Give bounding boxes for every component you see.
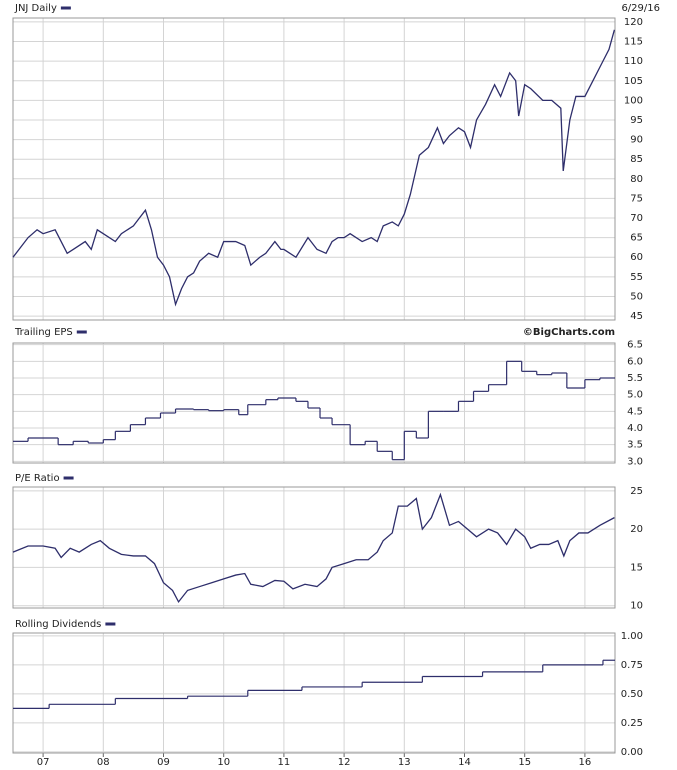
y-tick-label: 3.5 [627, 440, 643, 451]
legend-label: P/E Ratio [15, 473, 60, 484]
x-tick-label: 12 [338, 757, 351, 768]
x-tick-label: 13 [398, 757, 411, 768]
plot-area [12, 17, 616, 321]
y-tick-label: 6.5 [627, 340, 643, 351]
y-tick-label: 75 [630, 193, 643, 204]
plot-area [12, 486, 616, 609]
y-tick-label: 110 [624, 56, 643, 67]
y-tick-label: 70 [630, 213, 643, 224]
y-tick-label: 85 [630, 154, 643, 165]
y-tick-label: 95 [630, 115, 643, 126]
x-tick-label: 11 [278, 757, 291, 768]
x-tick-label: 08 [97, 757, 110, 768]
legend-label: Trailing EPS [14, 327, 73, 338]
y-tick-label: 115 [624, 37, 643, 48]
y-tick-label: 80 [630, 174, 643, 185]
y-tick-label: 6.0 [627, 356, 643, 367]
y-tick-label: 55 [630, 272, 643, 283]
y-tick-label: 5.5 [627, 373, 643, 384]
y-tick-label: 60 [630, 252, 643, 263]
legend-label: JNJ Daily [14, 3, 57, 14]
series-line [12, 29, 616, 307]
y-tick-label: 1.00 [621, 631, 643, 642]
y-tick-label: 0.25 [621, 718, 643, 729]
y-tick-label: 10 [630, 601, 643, 612]
y-tick-label: 90 [630, 135, 643, 146]
y-tick-label: 0.75 [621, 660, 643, 671]
y-tick-label: 120 [624, 17, 643, 28]
y-tick-label: 0.00 [621, 747, 643, 758]
y-tick-label: 65 [630, 233, 643, 244]
series-line [12, 492, 615, 604]
y-tick-label: 4.0 [627, 423, 643, 434]
x-tick-label: 15 [518, 757, 531, 768]
y-tick-label: 15 [630, 562, 643, 573]
y-tick-label: 20 [630, 524, 643, 535]
y-tick-label: 100 [624, 95, 643, 106]
plot-border [12, 632, 616, 754]
y-tick-label: 25 [630, 486, 643, 497]
y-tick-label: 50 [630, 291, 643, 302]
plot-border [12, 17, 616, 321]
x-tick-label: 09 [157, 757, 170, 768]
x-tick-label: 16 [579, 757, 592, 768]
date-label: 6/29/16 [621, 3, 660, 14]
plot-border [12, 342, 616, 464]
y-tick-label: 3.0 [627, 456, 643, 467]
x-tick-label: 10 [217, 757, 230, 768]
y-tick-label: 4.5 [627, 406, 643, 417]
x-tick-label: 07 [37, 757, 50, 768]
y-tick-label: 45 [630, 311, 643, 322]
plot-border [12, 486, 616, 609]
y-tick-label: 0.50 [621, 689, 643, 700]
legend-label: Rolling Dividends [15, 619, 101, 630]
y-tick-label: 5.0 [627, 390, 643, 401]
annotation: ©BigCharts.com [523, 327, 615, 338]
y-tick-label: 105 [624, 76, 643, 87]
x-tick-label: 14 [458, 757, 471, 768]
